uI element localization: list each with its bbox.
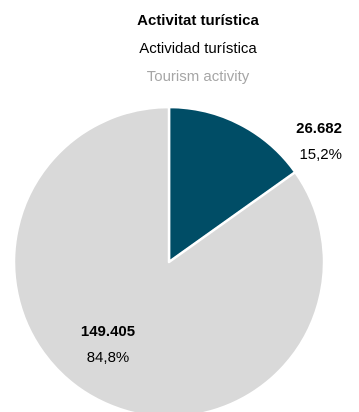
- slice-value-label-other: 149.405: [81, 323, 135, 340]
- pie-slice-tourism: [167, 105, 297, 264]
- slice-percent-label-tourism: 15,2%: [299, 146, 342, 163]
- pie-slices: [12, 105, 326, 412]
- slice-percent-label-other: 84,8%: [87, 349, 130, 366]
- pie-slice-other: [12, 105, 326, 412]
- chart-title-catalan: Activitat turística: [137, 12, 259, 29]
- chart-title-spanish: Actividad turística: [139, 40, 257, 57]
- slice-value-label-tourism: 26.682: [296, 120, 342, 137]
- chart-title-english: Tourism activity: [147, 68, 250, 85]
